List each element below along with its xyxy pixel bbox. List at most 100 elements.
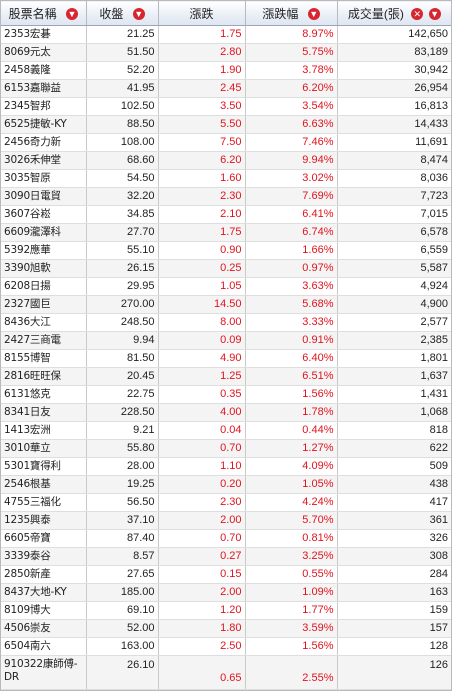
table-row[interactable]: 8341日友 228.50 4.00 1.78% 1,068: [1, 403, 451, 422]
change-pct-cell: 5.70%: [245, 511, 338, 530]
table-row[interactable]: 8069元太 51.50 2.80 5.75% 83,189: [1, 43, 451, 62]
stock-name-cell[interactable]: 3607谷崧: [1, 205, 87, 224]
table-row[interactable]: 3026禾伸堂 68.60 6.20 9.94% 8,474: [1, 151, 451, 170]
stock-name-cell[interactable]: 1235興泰: [1, 511, 87, 530]
table-row[interactable]: 5392應華 55.10 0.90 1.66% 6,559: [1, 241, 451, 260]
table-row[interactable]: 2345智邦 102.50 3.50 3.54% 16,813: [1, 97, 451, 116]
volume-cell: 142,650: [337, 25, 451, 44]
stock-name-cell[interactable]: 2345智邦: [1, 97, 87, 116]
price-cell: 88.50: [86, 115, 159, 134]
column-header-change[interactable]: 漲跌: [158, 0, 246, 26]
volume-cell: 417: [337, 493, 451, 512]
column-header-price-label: 收盤: [99, 6, 124, 21]
close-icon[interactable]: ✕: [411, 8, 424, 21]
stock-name-cell[interactable]: 6208日揚: [1, 277, 87, 296]
stock-name-cell[interactable]: 6131悠克: [1, 385, 87, 404]
change-cell: 14.50: [158, 295, 246, 314]
column-header-volume[interactable]: 成交量(張) ✕ ▼: [337, 0, 451, 26]
table-row[interactable]: 3339泰谷 8.57 0.27 3.25% 308: [1, 547, 451, 566]
table-row[interactable]: 3090日電貿 32.20 2.30 7.69% 7,723: [1, 187, 451, 206]
stock-name-cell[interactable]: 4755三福化: [1, 493, 87, 512]
stock-name-cell[interactable]: 2816旺旺保: [1, 367, 87, 386]
stock-name-cell[interactable]: 3090日電貿: [1, 187, 87, 206]
sort-down-icon[interactable]: ▼: [132, 8, 145, 21]
stock-name-cell[interactable]: 2427三商電: [1, 331, 87, 350]
sort-down-icon[interactable]: ▼: [65, 8, 78, 21]
stock-name-cell[interactable]: 6605帝寶: [1, 529, 87, 548]
table-row[interactable]: 2353宏碁 21.25 1.75 8.97% 142,650: [1, 25, 451, 44]
column-header-name[interactable]: 股票名稱 ▼: [1, 0, 87, 26]
change-cell: 1.80: [158, 619, 246, 638]
stock-name-cell[interactable]: 8437大地-KY: [1, 583, 87, 602]
stock-name-cell[interactable]: 6153嘉聯益: [1, 79, 87, 98]
table-row[interactable]: 8437大地-KY 185.00 2.00 1.09% 163: [1, 583, 451, 602]
table-row[interactable]: 6609瀧澤科 27.70 1.75 6.74% 6,578: [1, 223, 451, 242]
stock-name-cell[interactable]: 6504南六: [1, 637, 87, 656]
stock-name-cell[interactable]: 3035智原: [1, 169, 87, 188]
table-row[interactable]: 3035智原 54.50 1.60 3.02% 8,036: [1, 169, 451, 188]
column-header-change-pct[interactable]: 漲跌幅 ▼: [245, 0, 338, 26]
stock-name-cell[interactable]: 2546根基: [1, 475, 87, 494]
change-pct-cell: 1.56%: [245, 637, 338, 656]
table-row[interactable]: 6153嘉聯益 41.95 2.45 6.20% 26,954: [1, 79, 451, 98]
table-row[interactable]: 1413宏洲 9.21 0.04 0.44% 818: [1, 421, 451, 440]
table-row[interactable]: 6208日揚 29.95 1.05 3.63% 4,924: [1, 277, 451, 296]
volume-cell: 818: [337, 421, 451, 440]
table-row[interactable]: 2816旺旺保 20.45 1.25 6.51% 1,637: [1, 367, 451, 386]
change-cell: 1.25: [158, 367, 246, 386]
stock-name-cell[interactable]: 3010華立: [1, 439, 87, 458]
change-cell: 0.35: [158, 385, 246, 404]
stock-name-cell[interactable]: 6525捷敏-KY: [1, 115, 87, 134]
table-row[interactable]: 4506崇友 52.00 1.80 3.59% 157: [1, 619, 451, 638]
table-row[interactable]: 2456奇力新 108.00 7.50 7.46% 11,691: [1, 133, 451, 152]
stock-name-cell[interactable]: 2353宏碁: [1, 25, 87, 44]
price-cell: 185.00: [86, 583, 159, 602]
stock-name-cell[interactable]: 1413宏洲: [1, 421, 87, 440]
stock-name-cell[interactable]: 4506崇友: [1, 619, 87, 638]
stock-name-cell[interactable]: 3390旭軟: [1, 259, 87, 278]
table-row[interactable]: 3607谷崧 34.85 2.10 6.41% 7,015: [1, 205, 451, 224]
stock-name-cell[interactable]: 8155博智: [1, 349, 87, 368]
stock-name-cell[interactable]: 3026禾伸堂: [1, 151, 87, 170]
column-header-price[interactable]: 收盤 ▼: [86, 0, 159, 26]
table-row[interactable]: 6504南六 163.00 2.50 1.56% 128: [1, 637, 451, 656]
sort-down-icon[interactable]: ▼: [428, 8, 441, 21]
table-row[interactable]: 6131悠克 22.75 0.35 1.56% 1,431: [1, 385, 451, 404]
table-row[interactable]: 2546根基 19.25 0.20 1.05% 438: [1, 475, 451, 494]
table-row[interactable]: 8436大江 248.50 8.00 3.33% 2,577: [1, 313, 451, 332]
table-row[interactable]: 4755三福化 56.50 2.30 4.24% 417: [1, 493, 451, 512]
table-row[interactable]: 1235興泰 37.10 2.00 5.70% 361: [1, 511, 451, 530]
stock-name-cell[interactable]: 2458義隆: [1, 61, 87, 80]
table-row[interactable]: 910322康師傅-DR 26.10 0.65 2.55% 126: [1, 655, 451, 690]
stock-name-cell[interactable]: 3339泰谷: [1, 547, 87, 566]
table-row[interactable]: 3010華立 55.80 0.70 1.27% 622: [1, 439, 451, 458]
stock-name-cell[interactable]: 5301寶得利: [1, 457, 87, 476]
table-row[interactable]: 2327國巨 270.00 14.50 5.68% 4,900: [1, 295, 451, 314]
table-row[interactable]: 5301寶得利 28.00 1.10 4.09% 509: [1, 457, 451, 476]
price-cell: 37.10: [86, 511, 159, 530]
stock-name-cell[interactable]: 6609瀧澤科: [1, 223, 87, 242]
stock-name-cell[interactable]: 8341日友: [1, 403, 87, 422]
table-row[interactable]: 6525捷敏-KY 88.50 5.50 6.63% 14,433: [1, 115, 451, 134]
price-cell: 51.50: [86, 43, 159, 62]
table-row[interactable]: 2458義隆 52.20 1.90 3.78% 30,942: [1, 61, 451, 80]
change-pct-cell: 6.51%: [245, 367, 338, 386]
stock-name-cell[interactable]: 8109博大: [1, 601, 87, 620]
table-row[interactable]: 8155博智 81.50 4.90 6.40% 1,801: [1, 349, 451, 368]
table-row[interactable]: 6605帝寶 87.40 0.70 0.81% 326: [1, 529, 451, 548]
stock-name-cell[interactable]: 5392應華: [1, 241, 87, 260]
table-row[interactable]: 3390旭軟 26.15 0.25 0.97% 5,587: [1, 259, 451, 278]
stock-name-cell[interactable]: 8069元太: [1, 43, 87, 62]
change-pct-cell: 9.94%: [245, 151, 338, 170]
table-row[interactable]: 2427三商電 9.94 0.09 0.91% 2,385: [1, 331, 451, 350]
sort-down-icon[interactable]: ▼: [307, 8, 320, 21]
stock-name-cell[interactable]: 2327國巨: [1, 295, 87, 314]
stock-name-cell[interactable]: 2456奇力新: [1, 133, 87, 152]
table-row[interactable]: 8109博大 69.10 1.20 1.77% 159: [1, 601, 451, 620]
volume-cell: 7,015: [337, 205, 451, 224]
stock-name-cell[interactable]: 910322康師傅-DR: [1, 655, 87, 690]
stock-name-cell[interactable]: 2850新產: [1, 565, 87, 584]
stock-name-cell[interactable]: 8436大江: [1, 313, 87, 332]
table-row[interactable]: 2850新產 27.65 0.15 0.55% 284: [1, 565, 451, 584]
volume-cell: 1,801: [337, 349, 451, 368]
